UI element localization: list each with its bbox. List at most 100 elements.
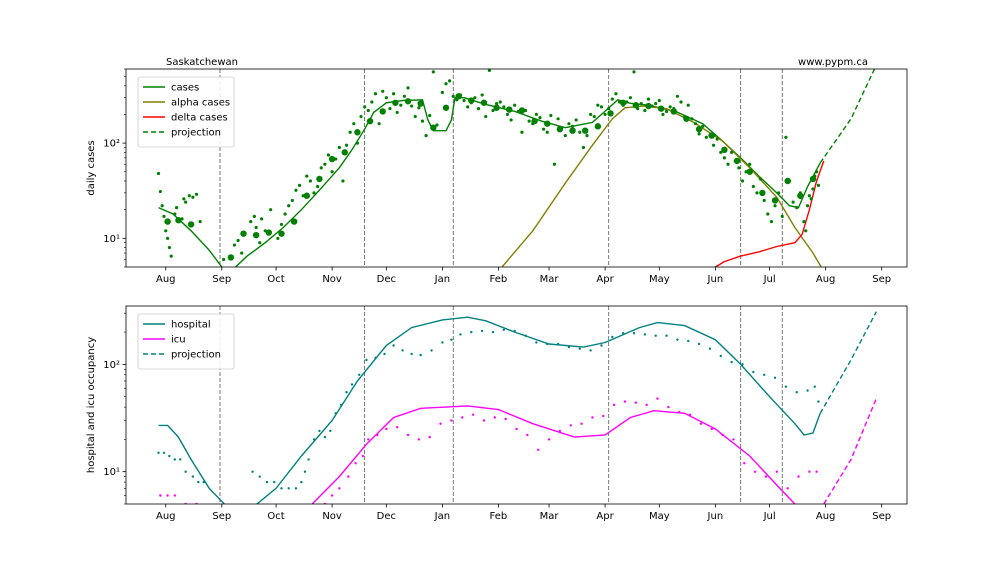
- data-point: [383, 352, 386, 356]
- x-tick-label: Jul: [763, 511, 776, 522]
- data-point: [294, 487, 298, 490]
- data-point: [348, 130, 352, 134]
- x-tick-label: Sep: [872, 274, 891, 285]
- data-point: [589, 112, 593, 117]
- series-line-delta-cases: [715, 160, 825, 267]
- data-point: [191, 195, 195, 199]
- data-point: [804, 229, 808, 233]
- data-point: [354, 461, 357, 465]
- data-point: [632, 70, 636, 74]
- y-tick-label: 10¹: [103, 467, 120, 478]
- data-point: [307, 458, 310, 461]
- data-point: [476, 107, 481, 111]
- data-point: [312, 191, 316, 195]
- data-point: [444, 82, 448, 86]
- legend-label: hospital: [171, 320, 211, 331]
- data-point: [664, 109, 669, 114]
- data-point: [344, 143, 349, 147]
- data-point: [341, 179, 345, 183]
- data-point: [599, 105, 604, 109]
- data-point: [743, 461, 746, 465]
- data-point: [545, 130, 549, 134]
- data-point: [354, 129, 361, 136]
- data-point: [721, 146, 728, 154]
- data-point: [759, 189, 766, 197]
- data-point: [791, 200, 795, 204]
- data-point: [657, 105, 665, 112]
- data-point: [265, 480, 269, 484]
- data-point: [621, 332, 625, 335]
- data-point: [318, 429, 321, 433]
- data-point: [473, 96, 477, 100]
- region-label: Saskatchewan: [166, 57, 238, 68]
- data-point: [592, 114, 596, 119]
- data-point: [683, 115, 690, 122]
- x-tick-label: Aug: [156, 274, 176, 285]
- data-point: [347, 475, 350, 478]
- data-point: [417, 100, 424, 107]
- data-point: [491, 108, 495, 113]
- data-point: [300, 480, 303, 484]
- data-point: [162, 214, 166, 218]
- data-point: [817, 400, 820, 403]
- data-point: [461, 416, 464, 419]
- data-point: [470, 330, 473, 334]
- data-point: [328, 155, 336, 163]
- data-point: [459, 333, 462, 336]
- data-point: [440, 90, 444, 95]
- data-point: [719, 354, 722, 358]
- data-point: [316, 175, 323, 183]
- series-line-projection: [819, 69, 876, 164]
- data-point: [578, 347, 581, 350]
- data-point: [762, 373, 766, 376]
- data-point: [388, 107, 392, 111]
- data-point: [374, 356, 377, 360]
- data-point: [319, 166, 323, 170]
- data-point: [679, 100, 683, 104]
- data-point: [258, 475, 261, 478]
- data-point: [610, 97, 614, 101]
- data-point: [184, 470, 187, 473]
- data-point: [701, 124, 705, 128]
- data-point: [547, 438, 551, 441]
- data-point: [589, 349, 592, 352]
- data-point: [611, 335, 614, 339]
- data-point: [646, 97, 651, 101]
- x-tick-label: May: [649, 511, 670, 522]
- data-point: [688, 413, 692, 416]
- data-point: [639, 101, 643, 106]
- data-point: [737, 166, 741, 170]
- data-point: [236, 238, 240, 243]
- data-point: [675, 94, 680, 98]
- data-point: [607, 110, 614, 117]
- data-point: [175, 206, 179, 210]
- x-tick-label: Apr: [596, 274, 614, 285]
- data-point: [240, 251, 244, 255]
- data-point: [279, 222, 284, 227]
- data-point: [753, 470, 757, 473]
- data-point: [815, 470, 818, 473]
- data-point: [157, 451, 160, 454]
- data-point: [166, 494, 169, 497]
- data-point: [480, 93, 484, 97]
- data-point: [442, 104, 450, 111]
- data-point: [448, 79, 452, 83]
- data-point: [278, 230, 285, 237]
- data-point: [417, 106, 421, 110]
- data-point: [619, 99, 627, 106]
- data-point: [775, 470, 779, 473]
- data-point: [384, 96, 388, 100]
- data-point: [628, 96, 632, 100]
- x-tick-label: Jan: [434, 511, 450, 522]
- data-point: [269, 208, 273, 212]
- data-point: [160, 204, 164, 208]
- data-point: [645, 102, 652, 110]
- data-point: [430, 124, 437, 131]
- data-point: [363, 105, 367, 109]
- x-tick-label: Dec: [377, 274, 396, 285]
- data-point: [487, 69, 491, 73]
- x-tick-label: Aug: [816, 274, 836, 285]
- data-point: [795, 391, 798, 394]
- data-point: [527, 119, 531, 123]
- series-line-icu-projection: [823, 398, 877, 504]
